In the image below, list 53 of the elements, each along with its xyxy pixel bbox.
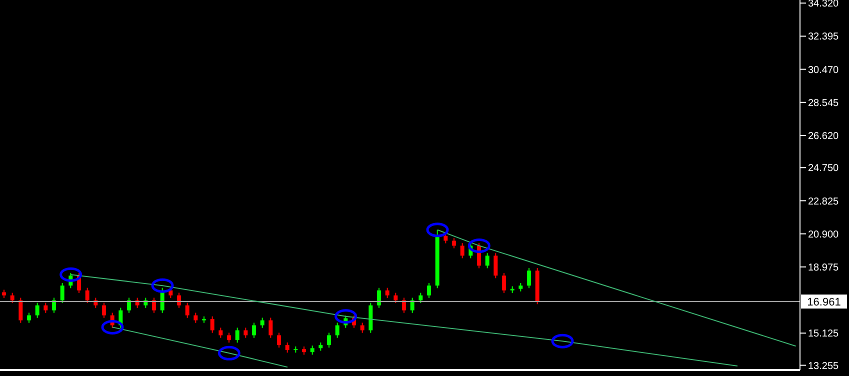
candlestick <box>194 312 198 324</box>
y-tick-label: 18.975 <box>808 262 840 274</box>
candlestick <box>102 302 106 318</box>
candlestick <box>252 322 256 338</box>
candlestick <box>285 342 290 354</box>
y-tick-label: 24.750 <box>808 163 840 174</box>
candlestick <box>227 332 231 344</box>
y-tick-label: 28.545 <box>808 98 840 109</box>
candlestick <box>185 302 190 318</box>
y-tick-label: 34.320 <box>808 0 840 10</box>
y-tick-label: 13.255 <box>808 360 840 372</box>
y-tick-label: 30.470 <box>808 64 840 76</box>
ref-line-label: 16.961 <box>807 296 841 309</box>
candlestick <box>527 268 531 289</box>
candlestick <box>127 297 131 314</box>
candlestick <box>35 302 40 318</box>
candlestick <box>260 317 264 328</box>
candlestick <box>310 345 314 356</box>
candlestick <box>10 292 14 304</box>
candlestick <box>44 302 48 314</box>
candlestick <box>377 287 381 308</box>
candlestick <box>27 312 31 324</box>
y-tick-label: 20.900 <box>808 229 840 240</box>
candlestick <box>452 238 456 249</box>
candlestick <box>410 297 414 314</box>
candlestick <box>52 297 56 314</box>
candlestick <box>327 332 331 348</box>
candlestick <box>60 282 64 304</box>
y-tick-label: 22.825 <box>808 196 840 208</box>
candlestick <box>85 287 90 304</box>
candlestick <box>335 322 340 338</box>
candlestick <box>394 292 398 304</box>
candlestick <box>210 316 214 334</box>
candlestick <box>277 332 281 348</box>
y-tick-label: 15.125 <box>808 328 840 340</box>
candlestick <box>485 252 490 269</box>
y-tick-label: 26.620 <box>808 131 840 142</box>
candlestick <box>385 287 390 298</box>
candlestick <box>360 322 364 334</box>
candlestick <box>494 252 498 279</box>
candlestick <box>427 282 431 298</box>
candlestick <box>268 317 273 338</box>
candlestick <box>235 327 240 344</box>
candlestick <box>502 272 506 294</box>
y-tick-label: 32.395 <box>808 32 840 43</box>
candlestick <box>218 327 223 338</box>
candlestick <box>177 292 181 308</box>
candlestick <box>152 297 156 314</box>
candlestick <box>18 297 23 324</box>
candlestick <box>244 327 248 338</box>
candlestick <box>460 242 464 259</box>
candlestick <box>418 292 423 304</box>
candlestick <box>402 297 406 314</box>
